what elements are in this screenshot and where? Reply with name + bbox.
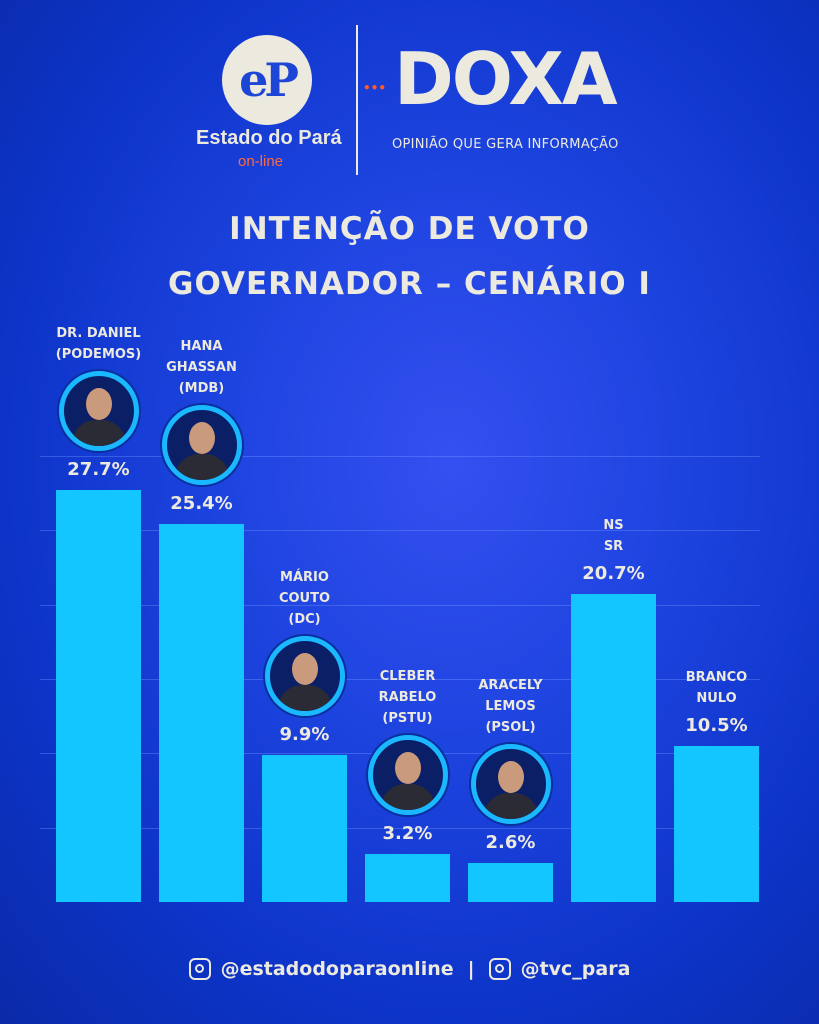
bar-label-group: MÁRIO COUTO (DC) 9.9% bbox=[257, 567, 353, 755]
candidate-name: RABELO bbox=[378, 690, 437, 706]
gridline bbox=[40, 604, 760, 606]
photo-body bbox=[174, 454, 229, 481]
photo-body bbox=[380, 784, 435, 811]
data-label: 25.4% bbox=[170, 493, 233, 515]
bar bbox=[468, 863, 553, 902]
candidate-name: (DC) bbox=[288, 611, 321, 627]
estado-do-para-subtitle: on-line bbox=[238, 153, 284, 170]
doxa-dots: ••• bbox=[363, 81, 387, 95]
doxa-tagline: OPINIÃO QUE GERA INFORMAÇÃO bbox=[392, 137, 619, 152]
bar-label-group: CLEBER RABELO (PSTU) 3.2% bbox=[360, 666, 456, 854]
photo-head bbox=[291, 652, 318, 685]
bar-label-group: DR. DANIEL (PODEMOS) 27.7% bbox=[51, 323, 147, 490]
estado-do-para-name: Estado do Pará bbox=[196, 127, 342, 149]
estado-do-para-logo: eP bbox=[222, 35, 312, 125]
bar-label-group: NS SR 20.7% bbox=[566, 515, 662, 594]
chart-title-line-1: INTENÇÃO DE VOTO bbox=[229, 211, 590, 247]
candidate-name: (PODEMOS) bbox=[55, 347, 142, 362]
bar bbox=[571, 594, 656, 902]
candidate-name: COUTO bbox=[278, 590, 331, 606]
candidate-photo bbox=[161, 405, 242, 486]
bar bbox=[159, 524, 244, 902]
gridline bbox=[40, 678, 760, 680]
candidate-name: SR bbox=[603, 539, 624, 555]
logo-divider bbox=[356, 25, 358, 175]
candidate-photo bbox=[367, 735, 448, 816]
photo-body bbox=[277, 684, 332, 711]
instagram-handle-estado[interactable]: @estadodoparaonline bbox=[220, 958, 454, 980]
instagram-handle-tvc[interactable]: @tvc_para bbox=[520, 958, 631, 980]
photo-head bbox=[497, 761, 524, 794]
candidate-name: (MDB) bbox=[178, 381, 225, 397]
candidate-photo bbox=[470, 744, 551, 825]
candidate-name: MÁRIO bbox=[280, 569, 329, 585]
bar-label-group: HANA GHASSAN (MDB) 25.4% bbox=[154, 336, 250, 524]
chart-title-line-2: GOVERNADOR – CENÁRIO I bbox=[168, 266, 651, 302]
candidate-name: (PSTU) bbox=[382, 711, 433, 727]
footer-separator: | bbox=[467, 958, 475, 980]
bar-label-group: ARACELY LEMOS (PSOL) 2.6% bbox=[463, 675, 559, 863]
bar bbox=[262, 754, 347, 902]
bar-label-group: BRANCO NULO 10.5% bbox=[669, 667, 765, 746]
gridline bbox=[40, 827, 760, 829]
doxa-logo: DOXA bbox=[394, 37, 618, 121]
gridline bbox=[40, 455, 760, 457]
candidate-name: BRANCO bbox=[685, 669, 748, 685]
footer: @estadodoparaonline | @tvc_para bbox=[0, 958, 819, 980]
data-label: 20.7% bbox=[582, 563, 645, 585]
candidate-name: (PSOL) bbox=[485, 720, 536, 736]
instagram-icon bbox=[188, 958, 211, 980]
candidate-name: NULO bbox=[696, 690, 737, 706]
candidate-name: CLEBER bbox=[379, 669, 436, 685]
photo-head bbox=[85, 388, 112, 420]
candidate-name: HANA bbox=[180, 339, 223, 355]
data-label: 10.5% bbox=[685, 714, 748, 736]
instagram-icon bbox=[488, 958, 511, 980]
data-label: 9.9% bbox=[279, 723, 330, 745]
photo-body bbox=[483, 793, 538, 820]
bar bbox=[365, 854, 450, 902]
data-label: 27.7% bbox=[67, 459, 130, 480]
photo-head bbox=[394, 752, 421, 785]
photo-body bbox=[71, 420, 126, 446]
candidate-photo bbox=[58, 371, 139, 451]
candidate-name: ARACELY bbox=[478, 678, 543, 694]
header: eP Estado do Pará on-line ••• DOXA OPINI… bbox=[0, 25, 819, 180]
data-label: 2.6% bbox=[485, 832, 536, 854]
gridline bbox=[40, 530, 760, 532]
candidate-name: DR. DANIEL bbox=[56, 326, 141, 341]
data-label: 3.2% bbox=[382, 823, 433, 845]
bar bbox=[674, 745, 759, 902]
bar bbox=[56, 490, 141, 902]
candidate-name: NS bbox=[603, 518, 624, 534]
candidate-name: GHASSAN bbox=[166, 360, 237, 376]
chart-title: INTENÇÃO DE VOTO GOVERNADOR – CENÁRIO I bbox=[0, 202, 819, 312]
photo-head bbox=[188, 422, 215, 455]
candidate-photo bbox=[264, 635, 345, 716]
candidate-name: LEMOS bbox=[485, 699, 536, 715]
